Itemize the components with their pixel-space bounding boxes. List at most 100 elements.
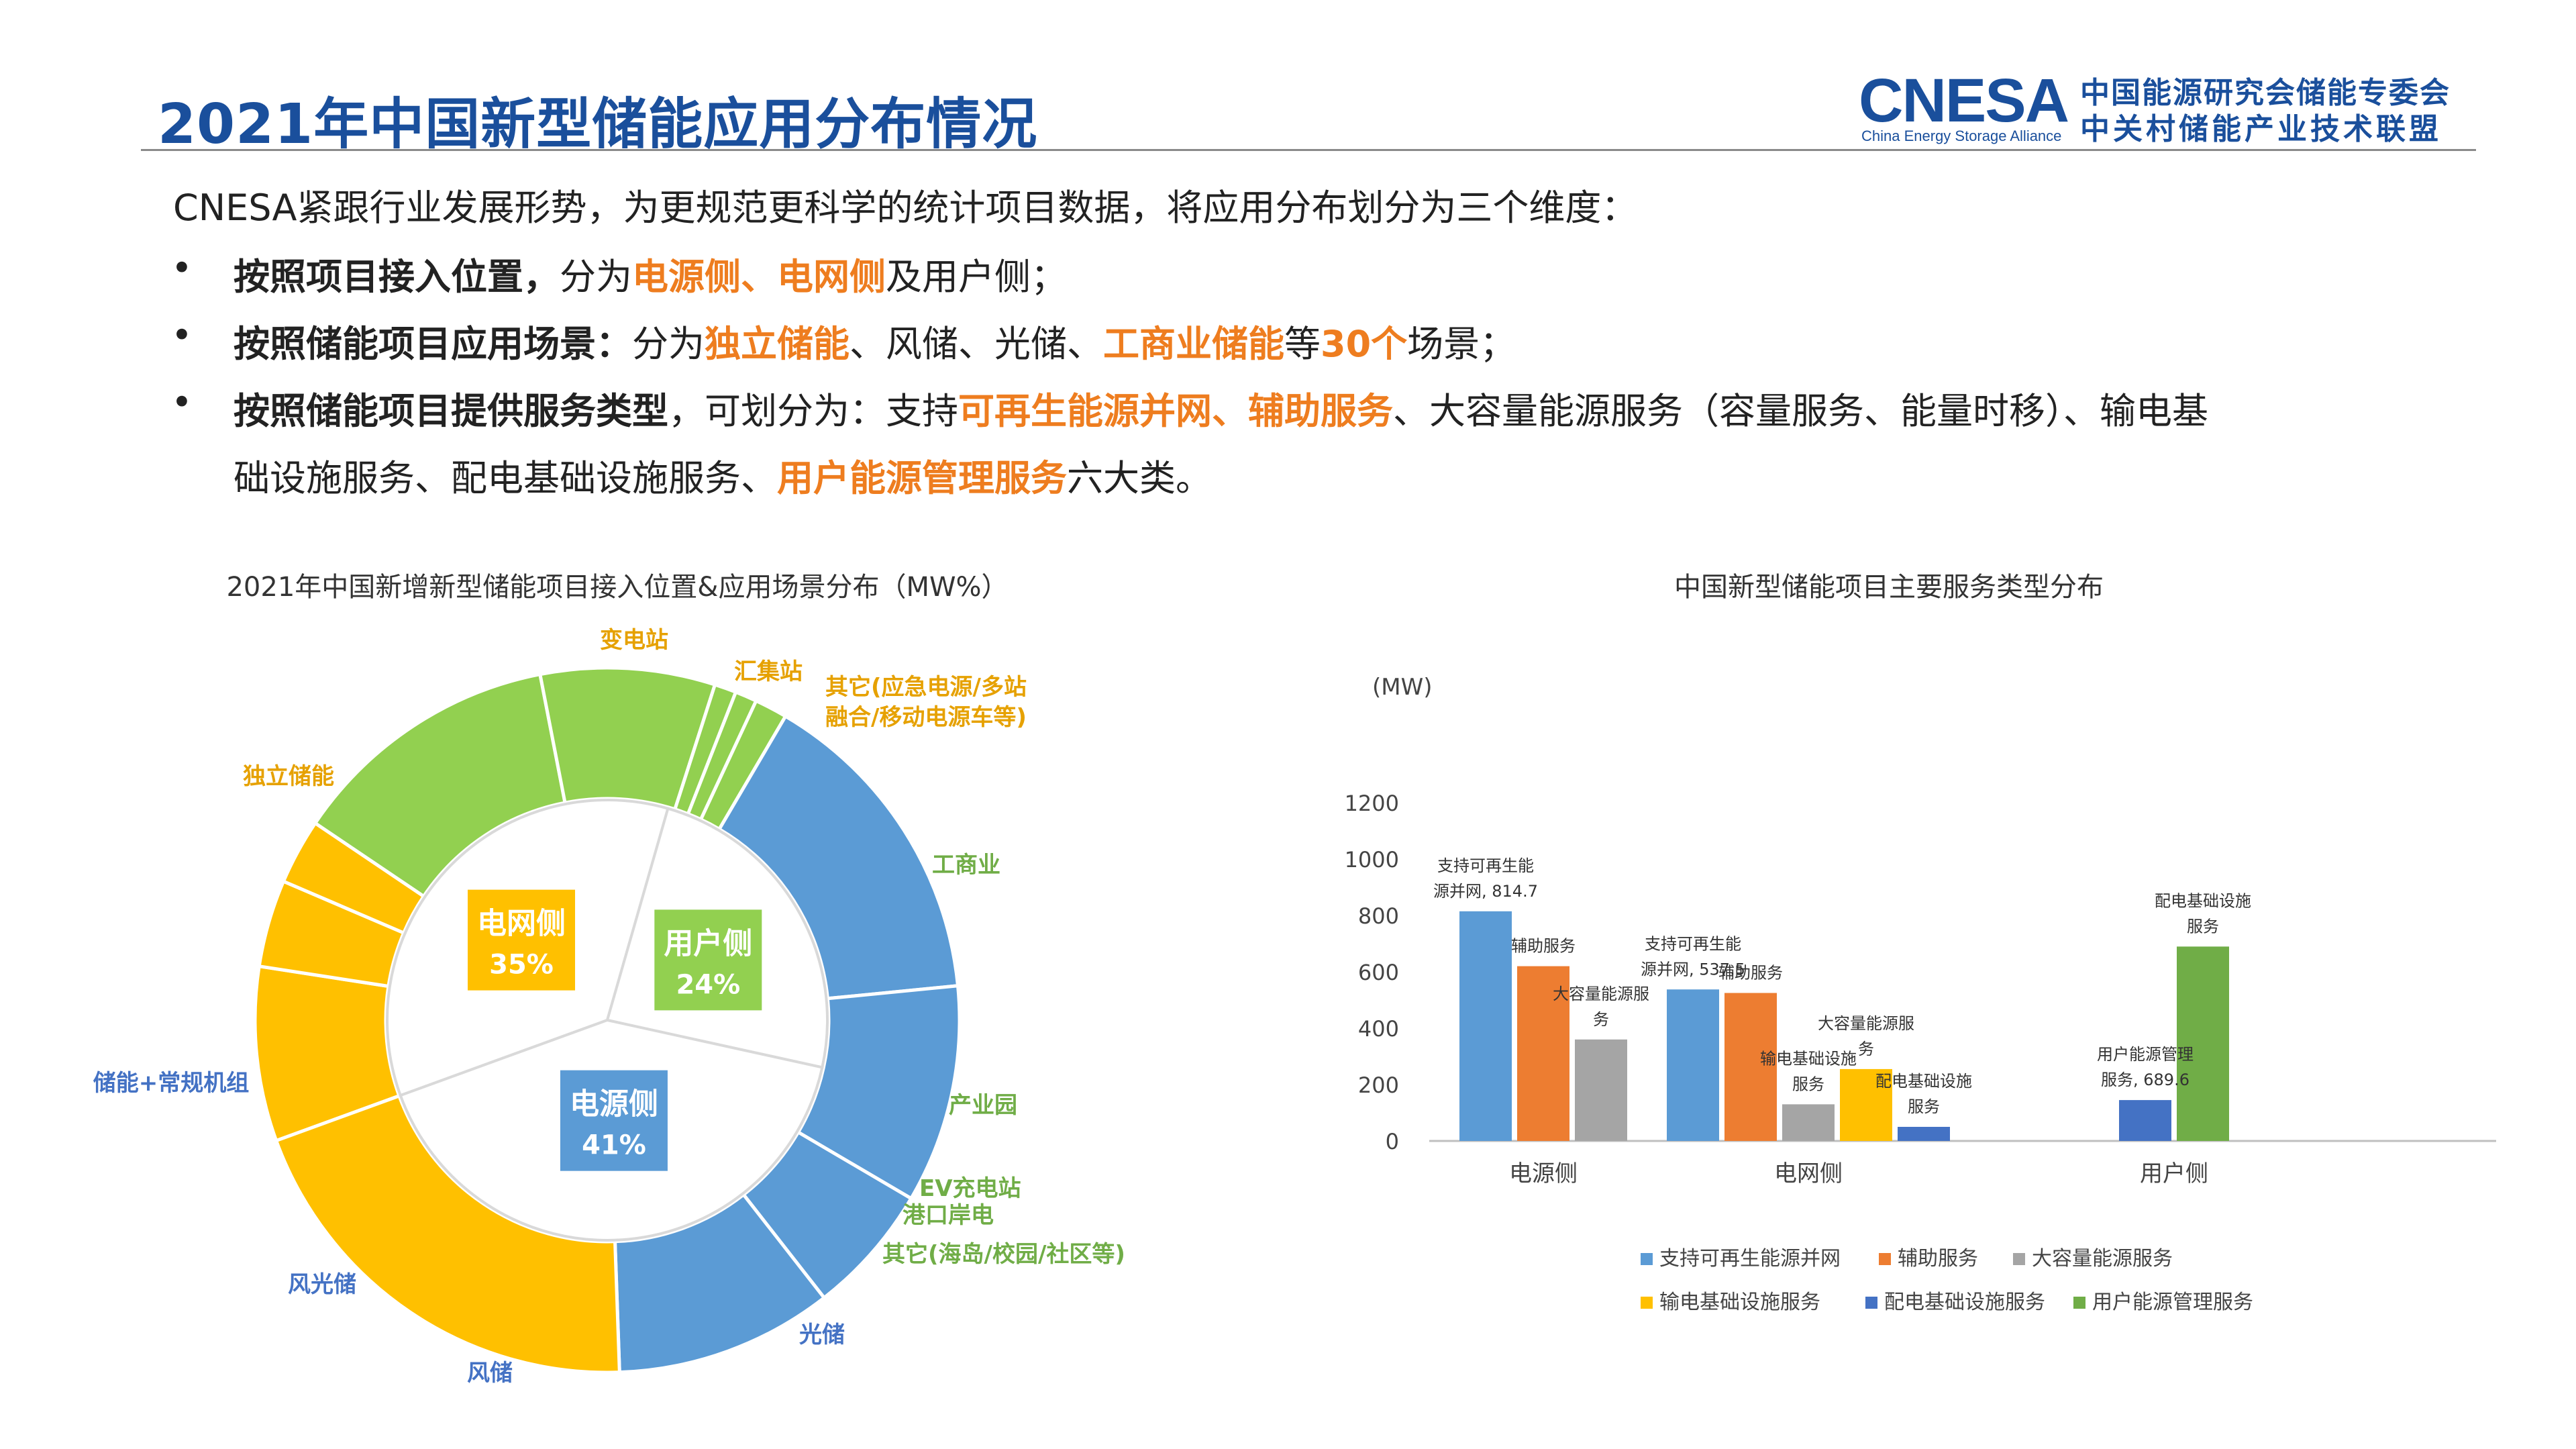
bar-data-label: 支持可再生能 (1437, 856, 1534, 875)
bar (2119, 1100, 2171, 1141)
cnesa-logo: CNESA China Energy Storage Alliance 中国能源… (1859, 66, 2463, 146)
outer-slice-label: 变电站 (600, 627, 668, 654)
outer-slice-label: 储能+常规机组 (93, 1070, 250, 1097)
logo-name-1: 中国能源研究会储能专委会 (2080, 76, 2451, 110)
page-title: 2021年中国新型储能应用分布情况 (158, 93, 1038, 156)
header-divider (141, 149, 2476, 151)
bar (1724, 993, 1777, 1141)
legend-label: 输电基础设施服务 (1659, 1291, 1820, 1314)
legend-label: 配电基础设施服务 (1884, 1291, 2045, 1314)
y-axis-label: (MW) (1372, 674, 1432, 701)
bullet-3-t4: 六大类。 (1067, 457, 1212, 499)
bullet-2-h1: 独立储能 (705, 323, 849, 365)
legend-label: 辅助服务 (1898, 1247, 1978, 1270)
bullet-dot: • (171, 381, 193, 423)
outer-slice-label: 工商业 (932, 852, 1000, 879)
bullet-2-t3: 等 (1284, 323, 1321, 365)
legend-swatch (1641, 1297, 1653, 1309)
inner-label-value: 35% (489, 950, 554, 981)
bullet-2-t4: 场景； (1407, 323, 1516, 365)
bar-data-label: 源并网, 537.5 (1641, 960, 1745, 979)
bar-data-label: 辅助服务 (1718, 964, 1783, 983)
outer-slice-label: 风光储 (288, 1271, 356, 1298)
bar-data-label: 输电基础设施 (1760, 1049, 1857, 1068)
bar-data-label: 大容量能源服 (1818, 1014, 1914, 1033)
bullet-3-t3: 础设施服务、配电基础设施服务、 (234, 457, 777, 499)
legend-label: 用户能源管理服务 (2092, 1291, 2253, 1314)
bar (1782, 1104, 1835, 1141)
inner-label-value: 24% (676, 969, 740, 1000)
bullet-2-h2: 工商业储能 (1103, 323, 1284, 365)
bullet-3-line-1: 按照储能项目提供服务类型，可划分为：支持可再生能源并网、辅助服务、大容量能源服务… (234, 381, 2208, 434)
bullet-2-t1: 分为 (632, 323, 705, 365)
inner-label-box (654, 909, 762, 1011)
x-tick-label: 电网侧 (1774, 1160, 1843, 1187)
intro-text: CNESA紧跟行业发展形势，为更规范更科学的统计项目数据，将应用分布划分为三个维… (173, 187, 1638, 229)
pie-chart-title: 2021年中国新增新型储能项目接入位置&应用场景分布（MW%） (226, 572, 1008, 603)
inner-label-box (468, 889, 576, 991)
logo-name-2: 中关村储能产业技术联盟 (2080, 112, 2442, 146)
bullet-1-t2: 及用户侧； (886, 256, 1067, 298)
bullet-3-t2: 、大容量能源服务（容量服务、能量时移）、输电基 (1393, 390, 2208, 432)
legend-label: 支持可再生能源并网 (1659, 1247, 1841, 1270)
bullet-1-t1: 分为 (560, 256, 632, 298)
bar-data-label: 服务 (2187, 917, 2219, 936)
bar-data-label: 配电基础设施 (2155, 891, 2251, 910)
bar (1898, 1127, 1950, 1141)
bar-data-label: 服务 (1792, 1075, 1824, 1093)
bullet-dot: • (171, 314, 193, 356)
bullet-3-h2: 用户能源管理服务 (777, 457, 1067, 499)
bar (1517, 966, 1569, 1141)
inner-label-name: 电源侧 (570, 1087, 658, 1121)
bar (1667, 989, 1719, 1141)
bar-chart-title: 中国新型储能项目主要服务类型分布 (1674, 572, 2104, 603)
legend-swatch (1865, 1297, 1877, 1309)
outer-slice-label: 其它(应急电源/多站 (825, 674, 1027, 701)
y-tick-label: 1000 (1345, 847, 1399, 872)
y-tick-label: 0 (1386, 1129, 1399, 1154)
y-tick-label: 600 (1358, 960, 1399, 985)
bar-data-label: 务 (1858, 1040, 1874, 1058)
bullet-3-line-2: 础设施服务、配电基础设施服务、用户能源管理服务六大类。 (234, 448, 1212, 501)
charts-canvas: 2021年中国新增新型储能项目接入位置&应用场景分布（MW%） 电网侧 35% 用户… (93, 572, 2496, 1387)
bullet-2-t2: 、风储、光储、 (849, 323, 1103, 365)
outer-slice-label: 其它(海岛/校园/社区等) (882, 1241, 1125, 1268)
bar (1840, 1068, 1892, 1141)
bullet-3-lead: 按照储能项目提供服务类型 (234, 390, 668, 432)
bullet-2-lead: 按照储能项目应用场景： (234, 323, 632, 365)
outer-slice-label: 风储 (467, 1360, 513, 1387)
bar-data-label: 务 (1593, 1010, 1609, 1029)
outer-slice-label: 产业园 (949, 1092, 1017, 1119)
inner-label-box (560, 1070, 668, 1171)
outer-slice-label: EV充电站 (919, 1175, 1021, 1202)
outer-slice-label: 汇集站 (734, 658, 803, 685)
bar-data-label: 支持可再生能 (1645, 934, 1741, 953)
outer-slice-label: 独立储能 (243, 763, 334, 790)
legend-swatch (2013, 1253, 2025, 1265)
bullet-2-h3: 30个 (1321, 323, 1408, 365)
bullet-3-h1: 可再生能源并网、辅助服务 (958, 390, 1393, 432)
bullet-1: 按照项目接入位置，分为电源侧、电网侧及用户侧； (234, 247, 1067, 300)
bar (1575, 1039, 1627, 1141)
bar-data-label: 服务 (1908, 1097, 1940, 1116)
x-tick-label: 电源侧 (1509, 1160, 1578, 1187)
outer-slice-label: 光储 (799, 1321, 845, 1348)
bar (2177, 946, 2229, 1141)
legend-label: 大容量能源服务 (2032, 1247, 2173, 1270)
bar-data-label: 用户能源管理 (2097, 1045, 2194, 1064)
bullet-3-t1: ，可划分为：支持 (668, 390, 958, 432)
inner-label-name: 电网侧 (477, 907, 566, 941)
legend-swatch (1879, 1253, 1891, 1265)
outer-slice-label: 融合/移动电源车等) (825, 704, 1027, 731)
y-tick-label: 1200 (1345, 791, 1399, 816)
x-tick-label: 用户侧 (2140, 1160, 2208, 1187)
legend-swatch (1641, 1253, 1653, 1265)
outer-slice-label: 港口岸电 (903, 1202, 994, 1229)
logo-brand: CNESA (1859, 66, 2069, 135)
bar (1459, 911, 1512, 1141)
bullet-dot: • (171, 247, 193, 289)
inner-label-value: 41% (582, 1130, 646, 1161)
bullet-1-lead: 按照项目接入位置， (234, 256, 560, 298)
y-tick-label: 400 (1358, 1016, 1399, 1042)
y-tick-label: 200 (1358, 1072, 1399, 1098)
